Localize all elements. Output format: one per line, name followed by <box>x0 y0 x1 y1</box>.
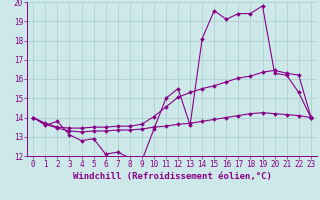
X-axis label: Windchill (Refroidissement éolien,°C): Windchill (Refroidissement éolien,°C) <box>73 172 271 181</box>
